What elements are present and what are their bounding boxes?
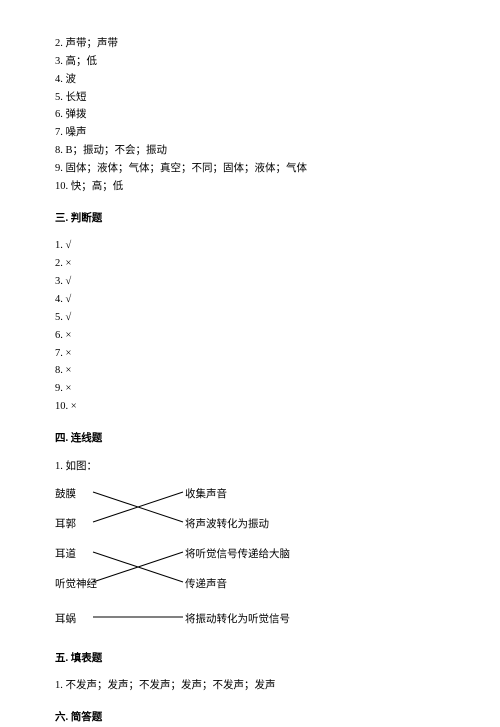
match-left-label: 耳郭 xyxy=(55,516,76,534)
judge-item: 3. √ xyxy=(55,273,445,291)
judge-item: 6. × xyxy=(55,327,445,345)
match-left-label: 听觉神经 xyxy=(55,576,97,594)
judge-item: 10. × xyxy=(55,398,445,416)
match-right-label: 将声波转化为振动 xyxy=(185,516,269,534)
section-6-title: 六. 简答题 xyxy=(55,709,445,727)
judge-item: 4. √ xyxy=(55,291,445,309)
section-5-title: 五. 填表题 xyxy=(55,650,445,668)
answer-item: 2. 声带；声带 xyxy=(55,35,445,53)
match-right-label: 将听觉信号传递给大脑 xyxy=(185,546,290,564)
answer-item: 4. 波 xyxy=(55,71,445,89)
match-left-label: 耳道 xyxy=(55,546,76,564)
matching-diagram: 鼓膜 耳郭 耳道 听觉神经 耳蜗 收集声音 将声波转化为振动 将听觉信号传递给大… xyxy=(55,486,305,636)
match-right-label: 将振动转化为听觉信号 xyxy=(185,611,290,629)
answer-item: 8. B；振动；不会；振动 xyxy=(55,142,445,160)
answer-item: 9. 固体；液体；气体；真空；不同；固体；液体；气体 xyxy=(55,160,445,178)
judge-item: 1. √ xyxy=(55,237,445,255)
judge-item: 2. × xyxy=(55,255,445,273)
answer-item: 3. 高；低 xyxy=(55,53,445,71)
match-left-label: 耳蜗 xyxy=(55,611,76,629)
section-4-title: 四. 连线题 xyxy=(55,430,445,448)
answer-item: 6. 弹拨 xyxy=(55,106,445,124)
judge-item: 9. × xyxy=(55,380,445,398)
match-left-label: 鼓膜 xyxy=(55,486,76,504)
section-3-title: 三. 判断题 xyxy=(55,210,445,228)
matching-intro: 1. 如图： xyxy=(55,458,445,476)
answer-item: 5. 长短 xyxy=(55,89,445,107)
match-right-label: 传递声音 xyxy=(185,576,227,594)
fill-table-answer: 1. 不发声；发声；不发声；发声；不发声；发声 xyxy=(55,677,445,695)
answers-block: 2. 声带；声带 3. 高；低 4. 波 5. 长短 6. 弹拨 7. 噪声 8… xyxy=(55,35,445,196)
judge-item: 5. √ xyxy=(55,309,445,327)
answer-item: 10. 快；高；低 xyxy=(55,178,445,196)
answer-item: 7. 噪声 xyxy=(55,124,445,142)
judge-item: 8. × xyxy=(55,362,445,380)
match-right-label: 收集声音 xyxy=(185,486,227,504)
judge-block: 1. √ 2. × 3. √ 4. √ 5. √ 6. × 7. × 8. × … xyxy=(55,237,445,415)
judge-item: 7. × xyxy=(55,345,445,363)
